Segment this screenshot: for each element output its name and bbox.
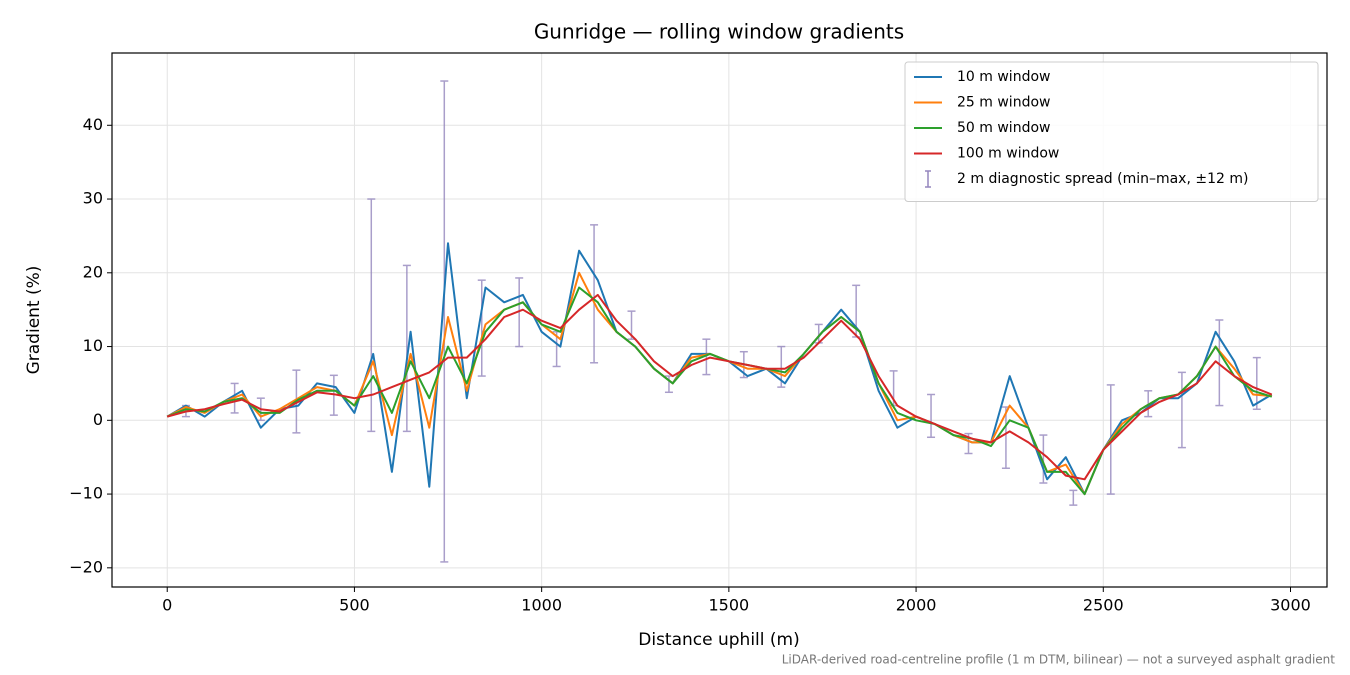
- y-tick-label: 10: [83, 336, 103, 355]
- legend-box: [904, 61, 1319, 202]
- error-bar: [702, 338, 711, 376]
- legend-label: 10 m window: [957, 69, 1050, 85]
- plot-area: [166, 80, 1273, 563]
- error-bar: [1215, 319, 1224, 407]
- series-line: [166, 293, 1273, 481]
- y-tick-label: −10: [69, 484, 103, 503]
- x-tick-label: 1000: [521, 596, 562, 615]
- x-tick-label: 1500: [709, 596, 750, 615]
- legend-label: 100 m window: [957, 146, 1059, 162]
- error-bar: [402, 264, 411, 433]
- footnote: LiDAR-derived road-centreline profile (1…: [782, 653, 1336, 667]
- error-bar: [440, 80, 449, 563]
- legend: 10 m window 25 m window 50 m window 100 m w…: [904, 61, 1319, 202]
- x-tick-label: 3000: [1270, 596, 1311, 615]
- y-tick-label: 40: [83, 115, 103, 134]
- legend-label: 50 m window: [957, 120, 1050, 136]
- error-bar: [1252, 356, 1261, 410]
- error-bar: [1069, 489, 1078, 506]
- plot-frame: [111, 52, 1328, 588]
- error-bar: [1177, 371, 1186, 449]
- chart-title: Gunridge — rolling window gradients: [534, 20, 904, 44]
- y-tick-label: 20: [83, 262, 103, 281]
- x-axis-label: Distance uphill (m): [638, 630, 799, 650]
- x-tick-label: 2000: [896, 596, 937, 615]
- error-bar: [515, 277, 524, 348]
- x-tick-label: 0: [162, 596, 172, 615]
- legend-label: 25 m window: [957, 95, 1050, 111]
- legend-label: 2 m diagnostic spread (min–max, ±12 m): [957, 171, 1248, 187]
- error-bar: [927, 393, 936, 439]
- y-tick-label: 30: [83, 189, 103, 208]
- y-tick-label: 0: [93, 410, 103, 429]
- error-bar: [367, 198, 376, 433]
- error-bar: [477, 279, 486, 377]
- y-tick-label: −20: [69, 557, 103, 576]
- x-tick-label: 500: [339, 596, 370, 615]
- x-tick-label: 2500: [1083, 596, 1124, 615]
- y-axis-label: Gradient (%): [24, 266, 44, 375]
- error-bar: [590, 224, 599, 364]
- axes: 0 500 1000 1500 2000 2500 3000 −20 −10 0 10 20 30 40: [69, 115, 1311, 615]
- error-bar: [1039, 434, 1048, 484]
- series-line: [166, 286, 1273, 496]
